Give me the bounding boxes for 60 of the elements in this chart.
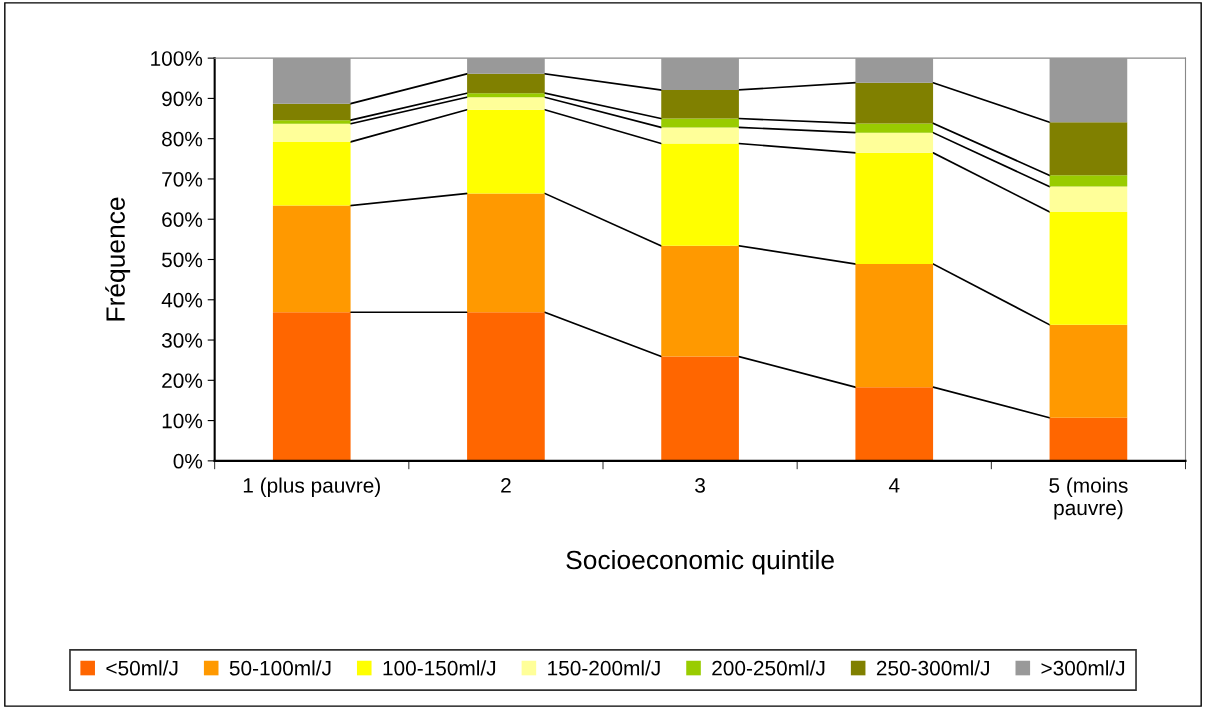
bar [272,120,351,124]
bar [1049,122,1128,176]
bar [661,118,739,128]
bar [467,73,545,94]
bar [661,143,739,246]
bar [1049,175,1128,187]
legend-label: 50-100ml/J [229,660,331,676]
bar [272,312,351,461]
y-tick-label: 60% [162,212,203,227]
y-axis-title: Fréquence [105,197,131,321]
bar [855,123,934,133]
bar [855,132,934,153]
legend-label: 200-250ml/J [712,660,825,676]
bar [855,387,934,461]
bar [467,193,545,313]
y-tick-label: 10% [162,413,203,429]
bar [661,58,739,90]
x-tick-label: 1 (plus pauvre) [243,477,380,497]
bar [467,97,545,110]
bar [467,58,545,74]
y-tick-label: 0% [173,453,203,469]
legend-label: 100-150ml/J [383,660,496,676]
bar [855,263,934,388]
bar [272,58,351,104]
x-tick-label: 5 (moins pauvre) [1049,477,1128,520]
y-tick-label: 90% [162,91,203,107]
legend-label: >300ml/J [1041,660,1125,676]
bar [855,82,934,124]
bar [467,109,545,194]
bar [855,152,934,264]
legend-label: <50ml/J [106,660,178,676]
bar [661,356,739,461]
x-tick-label: 2 [501,478,511,493]
bar [272,141,351,206]
bar [1049,186,1128,212]
bar [1049,58,1128,123]
bar [1049,324,1128,418]
y-tick-label: 100% [151,51,203,66]
bar [855,58,934,83]
bar [661,89,739,119]
legend-label: 150-200ml/J [548,660,660,676]
bar [1049,211,1128,325]
bar [272,123,351,142]
bar [272,103,351,121]
bar [272,205,351,313]
y-tick-label: 70% [162,171,203,187]
x-axis-title: Socioeconomic quintile [566,549,834,575]
bar [661,127,739,144]
bar [1049,417,1128,461]
y-tick-label: 20% [162,373,203,389]
x-tick-label: 4 [888,478,900,493]
y-tick-label: 40% [161,292,203,308]
bar [467,93,545,98]
y-tick-label: 50% [162,252,203,268]
bar [661,245,739,357]
x-tick-label: 3 [695,478,705,493]
bar [467,312,545,461]
y-tick-label: 80% [162,131,203,147]
y-tick-label: 30% [161,333,203,348]
legend-label: 250-300ml/J [876,660,989,676]
